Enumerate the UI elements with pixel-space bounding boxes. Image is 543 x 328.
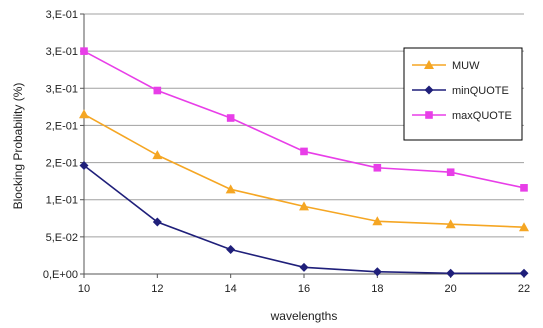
y-axis-label: Blocking Probability (%)	[11, 83, 25, 210]
series-line-minquote	[83, 164, 524, 275]
data-point-minquote	[372, 267, 382, 277]
series-minquote	[79, 161, 529, 278]
x-tick-label: 10	[78, 283, 90, 295]
data-point-minquote	[446, 268, 456, 278]
data-point-muw	[79, 109, 89, 119]
legend-box	[403, 47, 523, 141]
y-tick-label: 3,E-01	[46, 83, 78, 95]
y-tick-label: 2,E-01	[46, 120, 78, 132]
y-tick-label: 1,E-01	[46, 195, 78, 207]
y-tick-label: 3,E-01	[46, 46, 78, 58]
legend-marker-maxquote	[425, 111, 433, 119]
series-maxquote	[80, 47, 528, 192]
y-tick-label: 3,E-01	[46, 9, 78, 21]
data-point-minquote	[79, 161, 89, 171]
data-point-minquote	[152, 217, 162, 227]
data-point-maxquote	[373, 163, 382, 172]
data-point-maxquote	[300, 147, 308, 156]
x-tick-label: 14	[225, 283, 237, 295]
x-tick-label: 20	[445, 283, 457, 295]
x-tick-label: 22	[518, 283, 530, 295]
y-tick-label: 0,E+00	[43, 269, 78, 281]
data-point-minquote	[226, 244, 236, 254]
data-point-muw	[225, 184, 236, 194]
data-point-maxquote	[446, 168, 455, 177]
data-point-maxquote	[153, 86, 162, 95]
data-point-minquote	[519, 268, 529, 278]
legend: MUW minQUOTE maxQUOTE	[403, 47, 523, 141]
data-point-minquote	[299, 262, 309, 272]
x-tick-label: 18	[371, 283, 383, 295]
series-muw	[79, 109, 529, 232]
legend-label-muw: MUW	[452, 60, 480, 72]
x-tick-labels: 10 12 14 16 18 20 22	[78, 283, 530, 295]
data-point-muw	[299, 201, 309, 211]
legend-marker-minquote	[424, 85, 434, 95]
legend-marker-muw	[424, 60, 434, 69]
x-tick-label: 12	[151, 283, 163, 295]
data-point-maxquote	[520, 184, 528, 192]
series-group	[79, 47, 529, 278]
data-point-maxquote	[226, 114, 235, 122]
data-point-muw	[445, 219, 456, 229]
data-point-muw	[152, 150, 163, 160]
data-point-muw	[519, 222, 529, 232]
data-point-maxquote	[80, 47, 88, 55]
y-tick-label: 2,E-01	[46, 158, 78, 170]
x-tick-label: 16	[298, 283, 310, 295]
data-point-muw	[372, 216, 383, 226]
legend-label-minquote: minQUOTE	[452, 85, 509, 97]
legend-label-maxquote: maxQUOTE	[452, 110, 512, 122]
x-axis-label: wavelengths	[270, 309, 338, 323]
y-tick-labels: 0,E+00 5,E-02 1,E-01 2,E-01 2,E-01 3,E-01 3,E-…	[43, 9, 78, 281]
y-tick-label: 5,E-02	[46, 232, 78, 244]
